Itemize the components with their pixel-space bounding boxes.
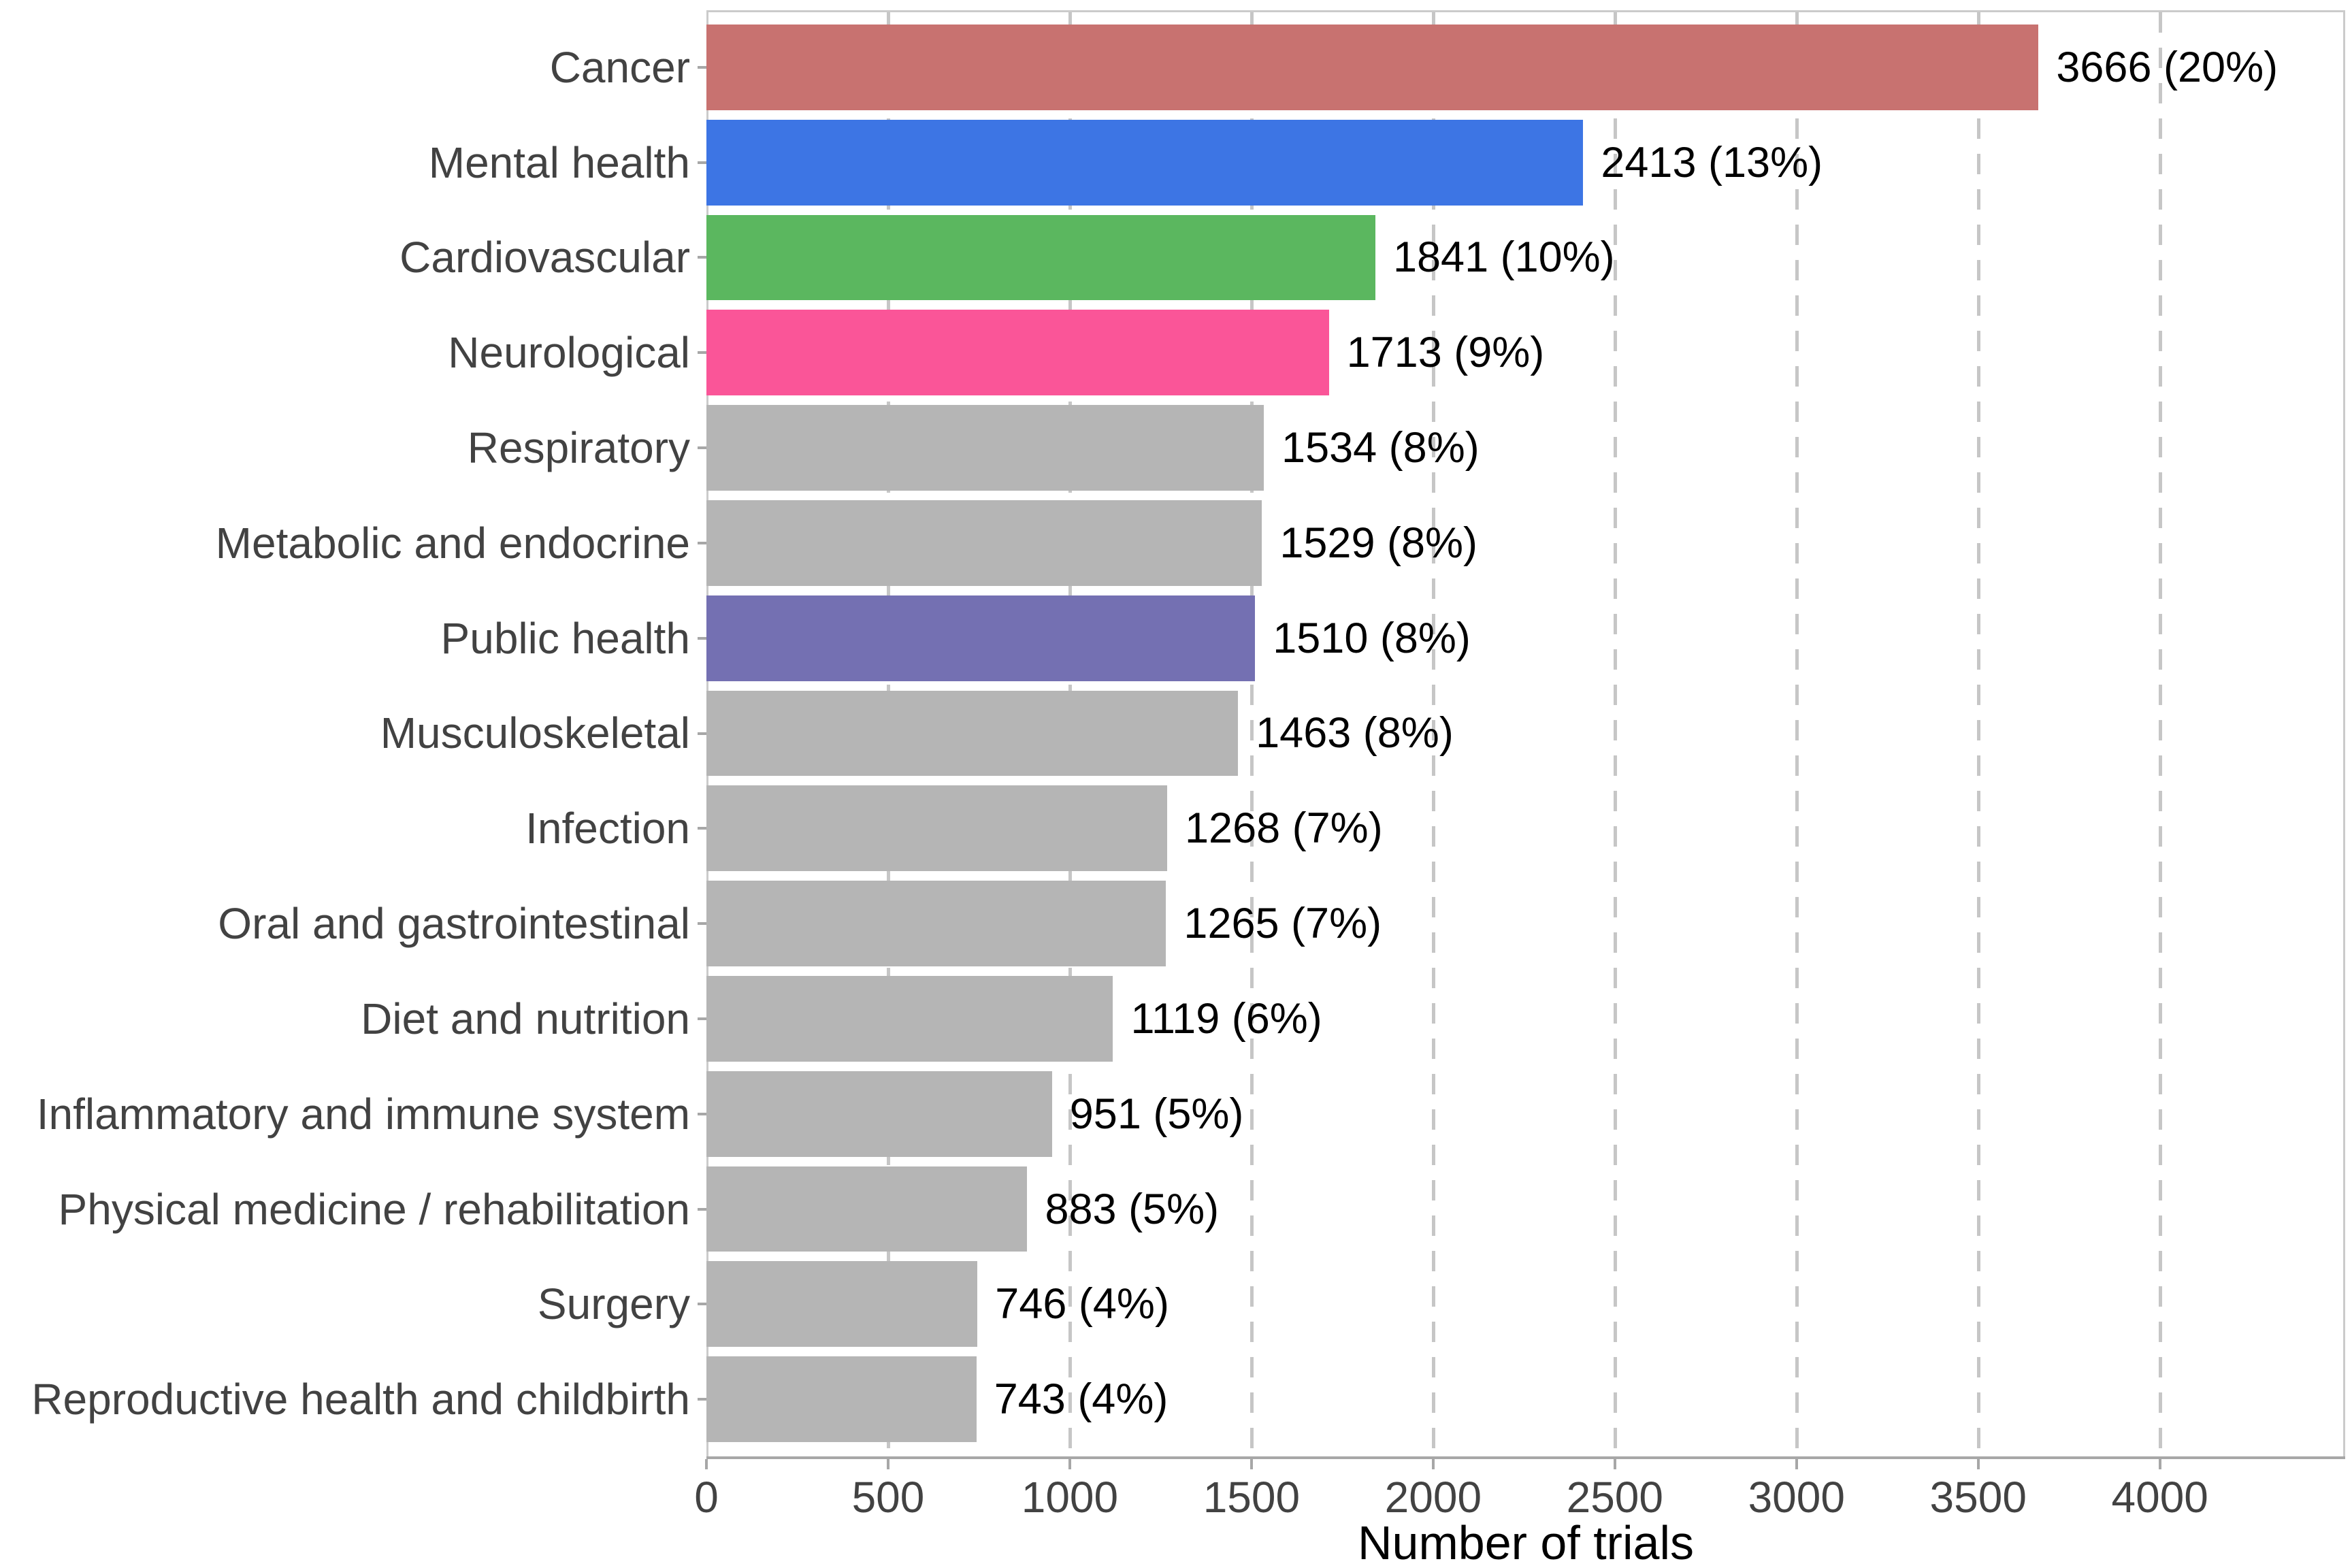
x-axis-line [706,1456,2345,1459]
panel-border-top [706,10,2345,12]
x-axis-tick-label: 500 [851,1473,925,1522]
bar [706,785,1168,872]
x-axis-tick [2158,1459,2161,1469]
x-axis-tick-label: 0 [694,1473,719,1522]
bar [706,881,1166,966]
category-label: Musculoskeletal [380,708,690,758]
y-axis-tick [698,256,706,259]
x-axis-tick-label: 1000 [1021,1473,1119,1522]
bar [706,690,1239,777]
bar [706,975,1113,1062]
x-axis-tick [1613,1459,1616,1469]
bar [706,500,1262,586]
x-axis-tick-label: 3500 [1929,1473,2027,1522]
y-axis-tick [698,65,706,69]
bar-value-label: 1119 (6%) [1130,994,1322,1043]
y-axis-tick [698,161,706,164]
bar-value-label: 1713 (9%) [1346,329,1545,377]
bar-value-label: 1268 (7%) [1185,804,1383,853]
x-axis-tick [1068,1459,1071,1469]
bar-value-label: 1510 (8%) [1273,614,1471,662]
category-label: Oral and gastrointestinal [218,899,690,949]
x-axis-tick-label: 2500 [1566,1473,1663,1522]
y-axis-tick [698,1398,706,1401]
bar [706,214,1375,301]
category-label: Respiratory [467,423,690,473]
y-axis-tick [698,351,706,355]
x-axis-tick [886,1459,889,1469]
y-axis-tick [698,541,706,544]
y-axis-tick [698,1017,706,1020]
bar-value-label: 951 (5%) [1069,1090,1244,1138]
bar [706,24,2039,110]
bar-value-label: 3666 (20%) [2056,43,2278,91]
y-axis-tick [698,922,706,926]
category-label: Public health [440,613,690,663]
x-axis-tick-label: 2000 [1384,1473,1482,1522]
bar [706,1356,977,1443]
category-label: Neurological [448,328,690,378]
y-axis-tick [698,1303,706,1306]
bar [706,119,1584,206]
gridline-1500 [1250,12,1254,1456]
bar-value-label: 1265 (7%) [1183,900,1382,948]
x-axis-tick [1795,1459,1798,1469]
x-axis-title: Number of trials [1357,1516,1695,1568]
bar [706,595,1256,681]
y-axis-tick [698,1207,706,1211]
gridline-2500 [1613,12,1617,1456]
y-axis-tick [698,827,706,830]
category-label: Cardiovascular [399,233,690,282]
bar [706,1166,1028,1252]
bar [706,310,1329,396]
gridline-3500 [1976,12,1980,1456]
category-label: Infection [525,804,690,853]
bar-value-label: 883 (5%) [1045,1185,1220,1233]
category-label: Diet and nutrition [361,994,690,1043]
bar-value-label: 1534 (8%) [1281,424,1480,472]
bar [706,1261,978,1348]
x-axis-tick-label: 4000 [2111,1473,2208,1522]
category-label: Physical medicine / rehabilitation [58,1184,690,1234]
bar-value-label: 2413 (13%) [1601,138,1823,186]
x-axis-tick-label: 3000 [1748,1473,1845,1522]
x-axis-tick [1431,1459,1435,1469]
bar-value-label: 743 (4%) [994,1375,1169,1424]
category-label: Surgery [537,1279,690,1329]
y-axis-tick [698,732,706,735]
gridline-2000 [1431,12,1435,1456]
category-label: Cancer [549,42,690,92]
y-axis-tick [698,446,706,450]
x-axis-tick [1250,1459,1253,1469]
gridline-3000 [1795,12,1799,1456]
panel-border-right [2343,10,2345,1456]
x-axis-tick-label: 1500 [1203,1473,1301,1522]
bar [706,405,1264,491]
x-axis-tick [705,1459,708,1469]
bar-value-label: 746 (4%) [995,1280,1169,1328]
x-axis-tick [1976,1459,1980,1469]
category-label: Metabolic and endocrine [215,518,690,568]
category-label: Inflammatory and immune system [36,1089,690,1139]
y-axis-tick [698,636,706,640]
y-axis-tick [698,1112,706,1115]
bar [706,1071,1052,1157]
bar-value-label: 1463 (8%) [1256,709,1454,757]
category-label: Mental health [428,137,690,187]
bar-value-label: 1841 (10%) [1392,233,1615,282]
bar-value-label: 1529 (8%) [1279,519,1478,567]
gridline-4000 [2158,12,2162,1456]
category-label: Reproductive health and childbirth [31,1375,690,1424]
